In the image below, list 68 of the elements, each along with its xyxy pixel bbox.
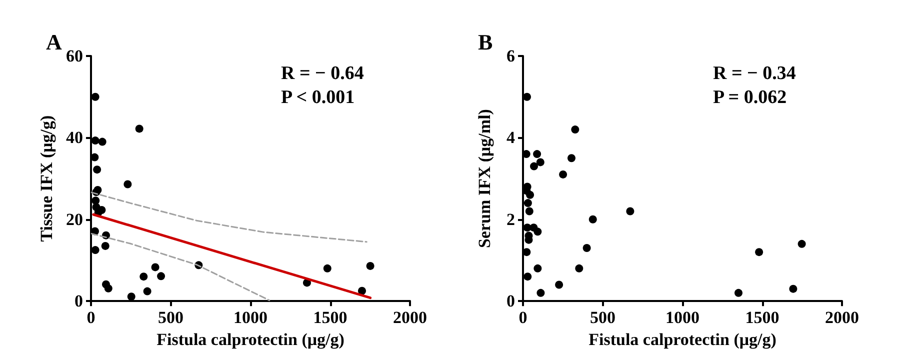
point	[533, 150, 542, 158]
y-axis-title: Tissue IFX (μg/g)	[37, 115, 56, 242]
point	[536, 158, 544, 166]
point	[526, 190, 534, 199]
point	[524, 199, 532, 208]
point	[525, 207, 534, 216]
point	[157, 272, 166, 280]
point	[588, 215, 597, 224]
point	[135, 124, 144, 133]
x-tick-label: 1000	[666, 308, 700, 328]
point	[127, 292, 136, 301]
point	[140, 272, 148, 281]
x-tick-label: 0	[86, 308, 96, 328]
x-tick-label: 2000	[393, 308, 427, 328]
point	[567, 154, 576, 162]
point	[151, 263, 160, 272]
point	[534, 264, 542, 272]
y-tick-label: 4	[506, 128, 516, 148]
y-axis-title: Serum IFX (μg/ml)	[475, 109, 494, 248]
point	[798, 240, 806, 248]
y-tick-label: 0	[506, 292, 515, 311]
point	[626, 207, 634, 216]
y-tick-label: 40	[66, 128, 83, 148]
point	[366, 262, 374, 270]
point	[93, 166, 102, 174]
point	[91, 246, 100, 254]
x-tick-label: 1500	[313, 308, 348, 328]
point	[571, 126, 580, 134]
point	[124, 180, 132, 188]
point	[91, 136, 100, 145]
annotation: P = 0.062	[713, 87, 787, 108]
annotation: R = − 0.34	[713, 63, 796, 84]
point	[734, 288, 742, 297]
point	[524, 272, 532, 281]
point	[536, 288, 545, 297]
y-tick-label: 6	[506, 46, 515, 66]
point	[101, 242, 110, 250]
point	[555, 280, 564, 289]
point	[323, 264, 332, 272]
point	[91, 92, 100, 101]
point	[143, 287, 152, 296]
point	[530, 162, 538, 170]
x-axis-title: Fistula calprotectin (μg/g)	[156, 330, 344, 349]
chart-title: B	[478, 30, 493, 54]
y-tick-label: 60	[66, 46, 83, 66]
x-tick-label: 2000	[825, 308, 859, 328]
x-tick-label: 0	[518, 308, 528, 328]
y-tick-label: 0	[74, 292, 83, 311]
point	[755, 248, 764, 256]
chart-title: A	[46, 30, 62, 54]
x-tick-label: 500	[590, 308, 616, 328]
point	[582, 244, 591, 252]
annotation: P < 0.001	[281, 87, 355, 108]
point	[559, 170, 568, 178]
y-tick-label: 2	[506, 210, 515, 229]
x-tick-label: 1000	[234, 308, 268, 328]
point	[104, 284, 112, 292]
point	[92, 196, 100, 205]
point	[98, 138, 106, 146]
point	[358, 286, 366, 295]
point	[575, 264, 584, 272]
point	[534, 228, 542, 236]
x-tick-label: 500	[158, 308, 184, 328]
y-tick-label: 20	[66, 210, 83, 229]
x-axis-title: Fistula calprotectin (μg/g)	[588, 330, 776, 349]
x-tick-label: 1500	[745, 308, 780, 328]
point	[789, 284, 798, 293]
annotation: R = − 0.64	[281, 63, 364, 84]
